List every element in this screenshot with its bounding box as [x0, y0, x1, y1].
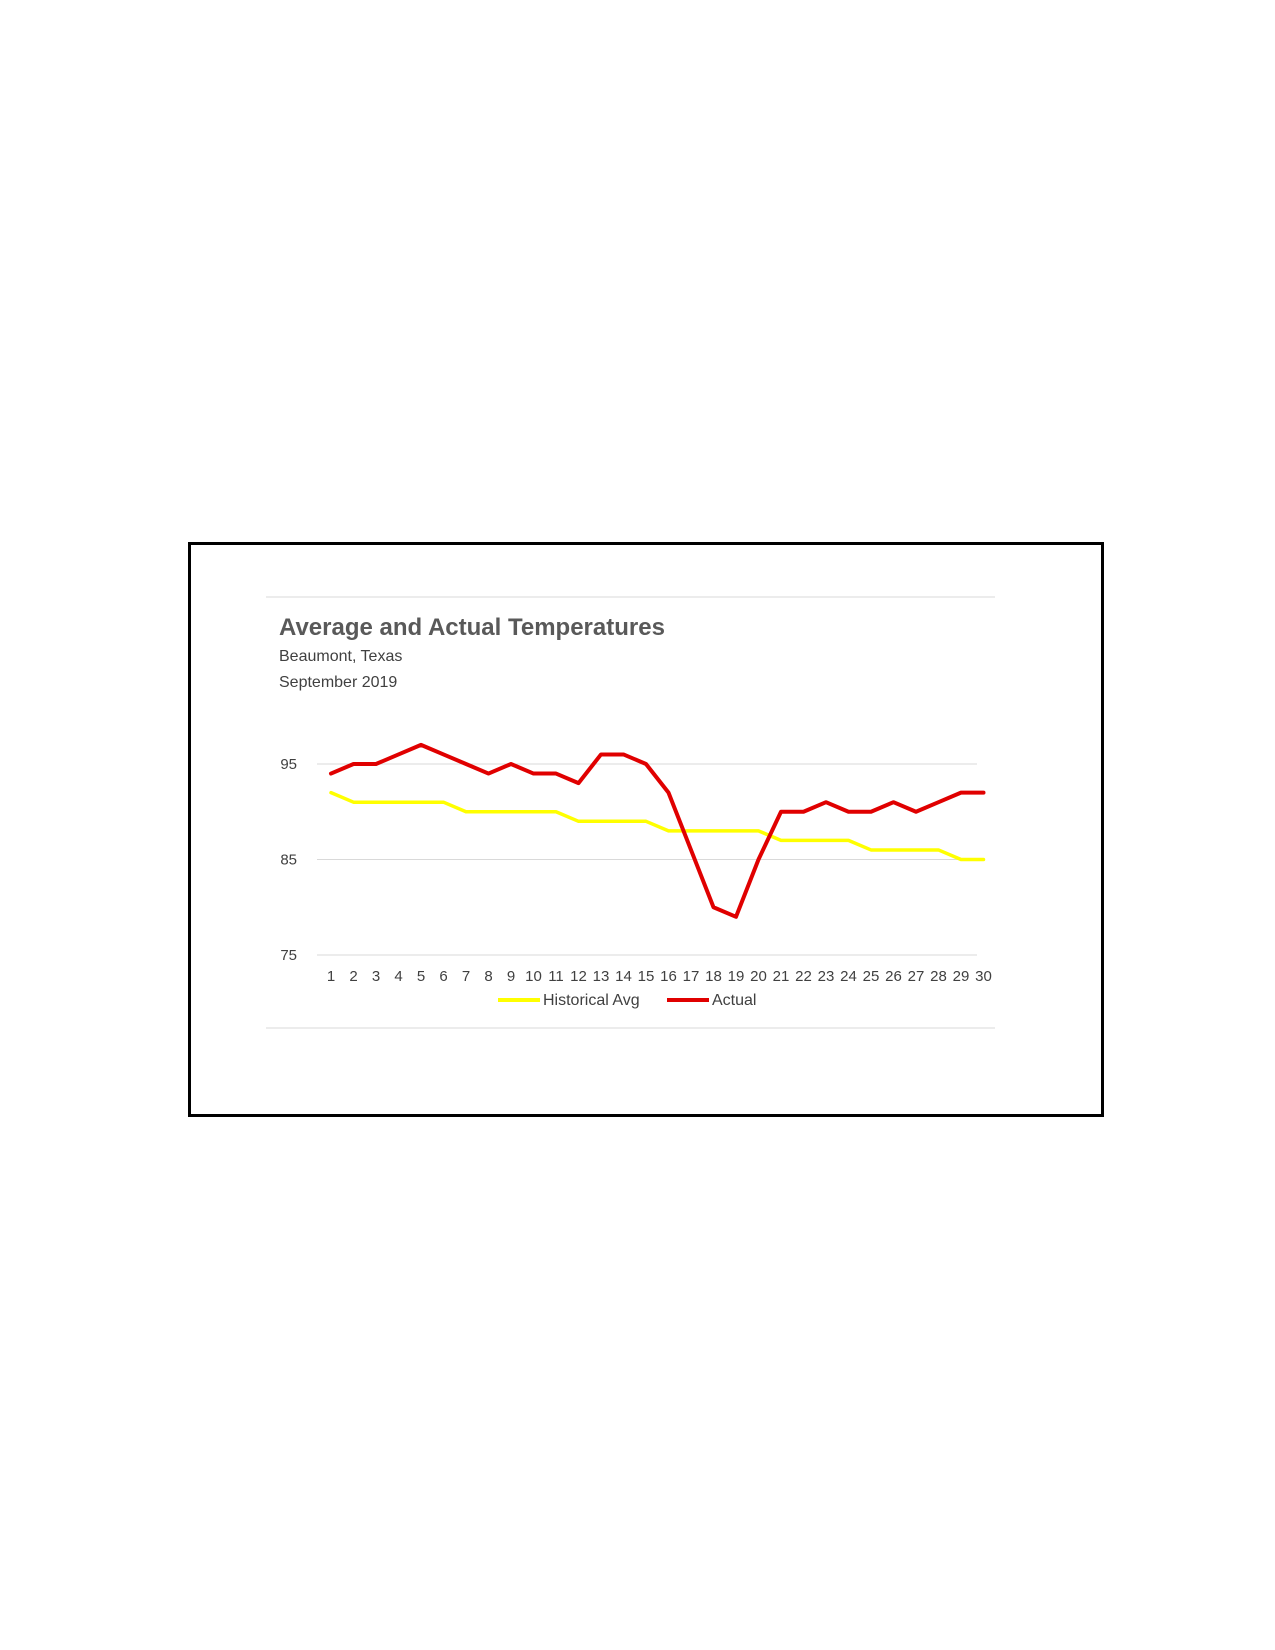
- y-tick-label: 75: [280, 947, 297, 964]
- x-tick-label: 26: [885, 968, 902, 985]
- x-tick-label: 19: [728, 968, 745, 985]
- x-tick-label: 7: [462, 968, 470, 985]
- y-axis-ticks: 95 85 75: [280, 756, 297, 964]
- series-line-actual: [329, 742, 986, 919]
- x-tick-label: 11: [548, 968, 564, 985]
- y-gridlines: [317, 763, 977, 956]
- x-axis-ticks: 1 2 3 4 5 6 7 8 9 10 11 12 13 14 15 16 17 18 19 20 21 22 23 24 2…: [327, 968, 992, 985]
- y-tick-label: 85: [280, 852, 297, 869]
- x-tick-label: 27: [908, 968, 925, 985]
- x-tick-label: 30: [975, 968, 992, 985]
- x-tick-label: 8: [484, 968, 492, 985]
- x-tick-label: 9: [507, 968, 515, 985]
- x-tick-label: 15: [638, 968, 655, 985]
- x-tick-label: 20: [750, 968, 767, 985]
- chart-title: Average and Actual Temperatures: [279, 614, 665, 641]
- legend-label: Historical Avg: [543, 992, 640, 1009]
- x-tick-label: 21: [773, 968, 790, 985]
- x-tick-label: 1: [327, 968, 335, 985]
- x-tick-label: 5: [417, 968, 425, 985]
- x-tick-label: 17: [683, 968, 700, 985]
- y-tick-label: 95: [280, 756, 297, 773]
- legend: Historical Avg Actual: [498, 992, 756, 1009]
- x-tick-label: 14: [615, 968, 632, 985]
- x-tick-label: 23: [818, 968, 835, 985]
- x-tick-label: 18: [705, 968, 722, 985]
- x-tick-label: 13: [593, 968, 610, 985]
- x-tick-label: 28: [930, 968, 947, 985]
- legend-label: Actual: [712, 992, 756, 1009]
- chart-subtitle-location: Beaumont, Texas: [279, 648, 402, 665]
- x-tick-label: 2: [349, 968, 357, 985]
- x-tick-label: 6: [439, 968, 447, 985]
- x-tick-label: 4: [394, 968, 402, 985]
- line-chart: Average and Actual Temperatures Beaumont…: [266, 596, 995, 1029]
- x-tick-label: 16: [660, 968, 677, 985]
- x-tick-label: 12: [570, 968, 587, 985]
- x-tick-label: 29: [953, 968, 970, 985]
- series-lines: [329, 742, 986, 919]
- chart-frame: Average and Actual Temperatures Beaumont…: [188, 542, 1104, 1117]
- x-tick-label: 3: [372, 968, 380, 985]
- x-tick-label: 25: [863, 968, 880, 985]
- x-tick-label: 10: [525, 968, 542, 985]
- x-tick-label: 22: [795, 968, 812, 985]
- chart-subtitle-date: September 2019: [279, 674, 397, 691]
- x-tick-label: 24: [840, 968, 857, 985]
- series-line-historical-avg: [329, 790, 986, 862]
